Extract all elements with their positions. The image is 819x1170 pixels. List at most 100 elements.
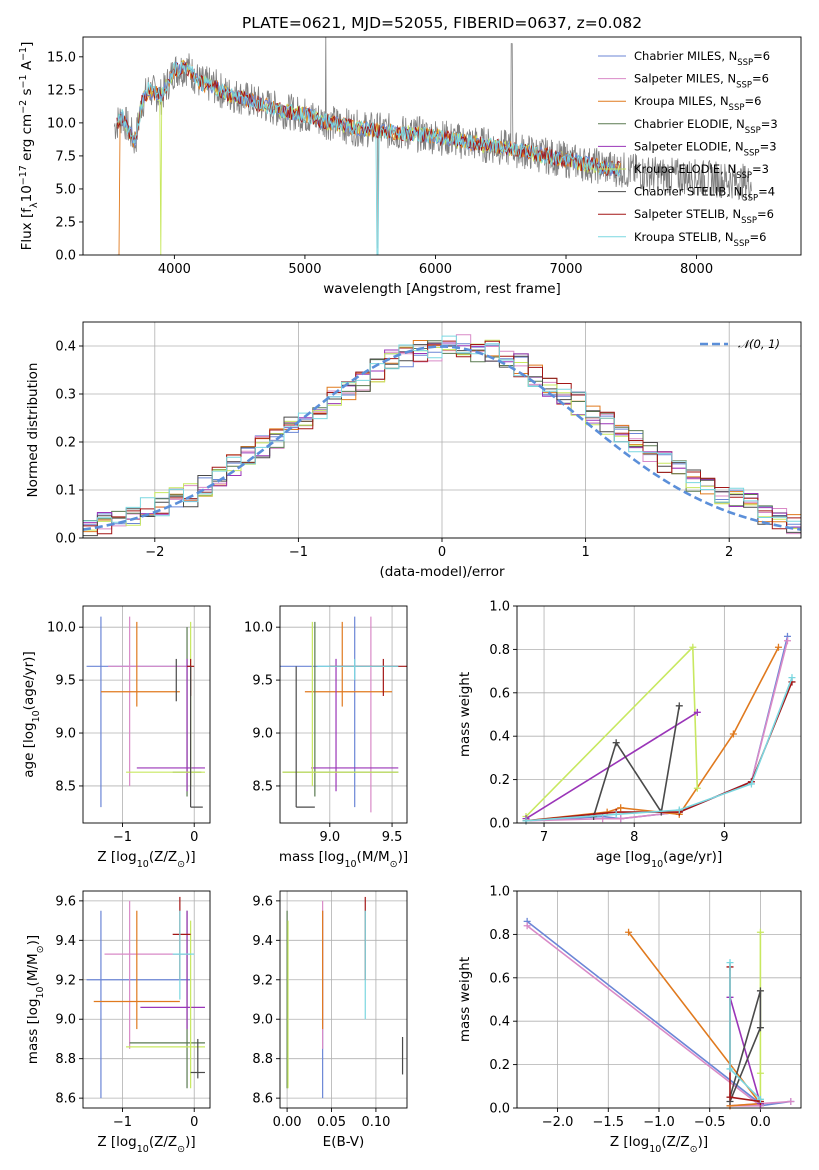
x-tick-label: −2.0: [542, 1115, 574, 1130]
y-axis-label-part: Flux [f: [19, 207, 35, 251]
x-axis-label-part: )]: [185, 849, 196, 865]
x-tick-label: 9.0: [319, 830, 340, 845]
y-tick-label: 8.5: [55, 779, 76, 794]
legend-entry-part: Salpeter STELIB, N: [634, 207, 741, 221]
legend-entry: Chabrier STELIB, NSSP=4: [634, 185, 775, 204]
x-tick-label: 0.05: [317, 1115, 346, 1130]
spectrum-panel: 4000 5000 6000 7000 8000 0.0 2.5 5.0 7.5 10.0 12.5…: [18, 14, 802, 297]
y-axis-label-part: 10: [19, 185, 35, 202]
age-vs-mass-panel: 9.0 9.5 8.5 9.0 9.5 10.0 mass [log10(M/M⊙)]: [244, 605, 408, 870]
y-tick-label: 8.6: [55, 1092, 76, 1107]
legend-entry-part: Salpeter MILES, N: [634, 72, 736, 86]
y-axis-label-part: A: [19, 60, 35, 74]
y-tick-label: 0.0: [489, 1102, 510, 1117]
y-axis-label-part: −2: [18, 100, 29, 114]
y-axis-label-part: 10: [31, 710, 42, 722]
x-tick-label: 5000: [288, 262, 321, 277]
series-point-marker: [693, 708, 701, 716]
x-axis-label-part: ⊙: [177, 1144, 185, 1155]
x-tick-label: −1.0: [643, 1115, 675, 1130]
series-line: [592, 705, 681, 817]
y-tick-label: 10.0: [244, 621, 273, 636]
legend-entry: Salpeter MILES, NSSP=6: [634, 72, 769, 91]
y-axis-label-part: erg cm: [19, 114, 35, 165]
y-tick-label: 0.8: [489, 928, 510, 943]
x-tick-label: 7: [540, 830, 548, 845]
x-axis-label: E(B-V): [323, 1134, 365, 1150]
y-tick-label: 9.4: [252, 934, 273, 949]
legend-entry-part: Kroupa MILES, N: [634, 94, 729, 108]
mass-weight-vs-metallicity-panel: −2.0 −1.5 −1.0 −0.5 0.0 0.0 0.2 0.4 0.6 0.8 1.0 Z […: [457, 885, 802, 1155]
legend-entry: Kroupa MILES, NSSP=6: [634, 94, 761, 113]
axes-frame: [82, 36, 802, 256]
legend-entry: Salpeter STELIB, NSSP=6: [634, 207, 774, 226]
legend-entry: Chabrier MILES, NSSP=6: [634, 49, 770, 68]
series-point-marker: [787, 1097, 795, 1105]
y-tick-label: 12.5: [47, 83, 76, 98]
series-point-marker: [599, 815, 607, 823]
x-axis-label-part: (Z/Z: [149, 1134, 177, 1150]
x-axis-label-part: 10: [344, 859, 356, 870]
x-axis-label-part: Z [log: [610, 1134, 649, 1150]
y-tick-label: 10.0: [47, 621, 76, 636]
x-tick-label: 8: [630, 830, 638, 845]
legend-entry-part: SSP: [741, 216, 757, 226]
x-axis-label-part: )]: [185, 1134, 196, 1150]
y-tick-label: 0.2: [55, 436, 76, 451]
y-tick-label: 9.2: [252, 973, 273, 988]
series-point-marker: [675, 702, 683, 710]
series-point-marker: [625, 928, 633, 936]
y-tick-label: 1.0: [489, 600, 510, 615]
series-point-marker: [756, 987, 764, 995]
legend-entry-part: SSP: [729, 103, 745, 113]
x-axis-label-part: (age/yr)]: [663, 849, 722, 865]
x-tick-label: 0: [190, 830, 198, 845]
axes-frame: [279, 605, 408, 824]
legend-entry-part: =6: [744, 94, 761, 108]
y-tick-label: 9.6: [55, 894, 76, 909]
legend-entry-part: =6: [752, 72, 769, 86]
y-axis-label: Flux [fλ10−17 erg cm−2 s−1 A−1]: [18, 42, 40, 251]
normal-distribution-curve: [83, 345, 801, 531]
y-axis-label-part: s: [19, 88, 35, 99]
x-tick-label: 4000: [158, 262, 191, 277]
y-tick-label: 9.0: [55, 1013, 76, 1028]
series-point-marker: [612, 739, 620, 747]
legend-entry-part: Kroupa STELIB, N: [634, 230, 734, 244]
x-axis-label-part: age [log: [596, 849, 651, 865]
legend-entry-part: =6: [749, 230, 766, 244]
y-tick-label: 1.0: [489, 885, 510, 900]
x-axis-label-part: Z [log: [97, 1134, 136, 1150]
y-tick-label: 8.8: [252, 1052, 273, 1067]
legend-entry-part: Kroupa ELODIE, N: [634, 162, 736, 176]
series-point-marker: [729, 730, 737, 738]
series-line: [525, 681, 793, 822]
y-tick-label: 0.6: [489, 686, 510, 701]
x-axis-label: (data-model)/error: [379, 564, 505, 580]
x-axis-label-part: mass [log: [279, 849, 345, 865]
y-tick-label: 2.5: [55, 215, 76, 230]
x-tick-label: 0.00: [273, 1115, 302, 1130]
y-tick-label: 9.0: [252, 1013, 273, 1028]
x-axis-label-part: (Z/Z: [661, 1134, 689, 1150]
series-point-marker: [523, 922, 531, 930]
y-axis-label-part: −1: [18, 47, 29, 61]
x-tick-label: 9.5: [382, 830, 403, 845]
y-tick-label: 7.5: [55, 149, 76, 164]
y-tick-label: 9.4: [55, 934, 76, 949]
x-tick-label: 8000: [680, 262, 713, 277]
x-axis-label-part: 10: [137, 859, 149, 870]
x-tick-label: 0: [190, 1115, 198, 1130]
y-tick-label: 0.2: [489, 1058, 510, 1073]
legend-entry-part: Salpeter ELODIE, N: [634, 139, 744, 153]
axes-frame: [82, 605, 211, 824]
series-point-marker: [788, 674, 796, 682]
series-point-marker: [774, 643, 782, 651]
x-axis-label-part: (Z/Z: [149, 849, 177, 865]
x-tick-label: 2: [725, 545, 733, 560]
axes-frame: [82, 321, 802, 539]
x-axis-label-part: (M/M: [357, 849, 390, 865]
y-tick-label: 9.0: [252, 727, 273, 742]
series-line: [729, 997, 762, 1104]
